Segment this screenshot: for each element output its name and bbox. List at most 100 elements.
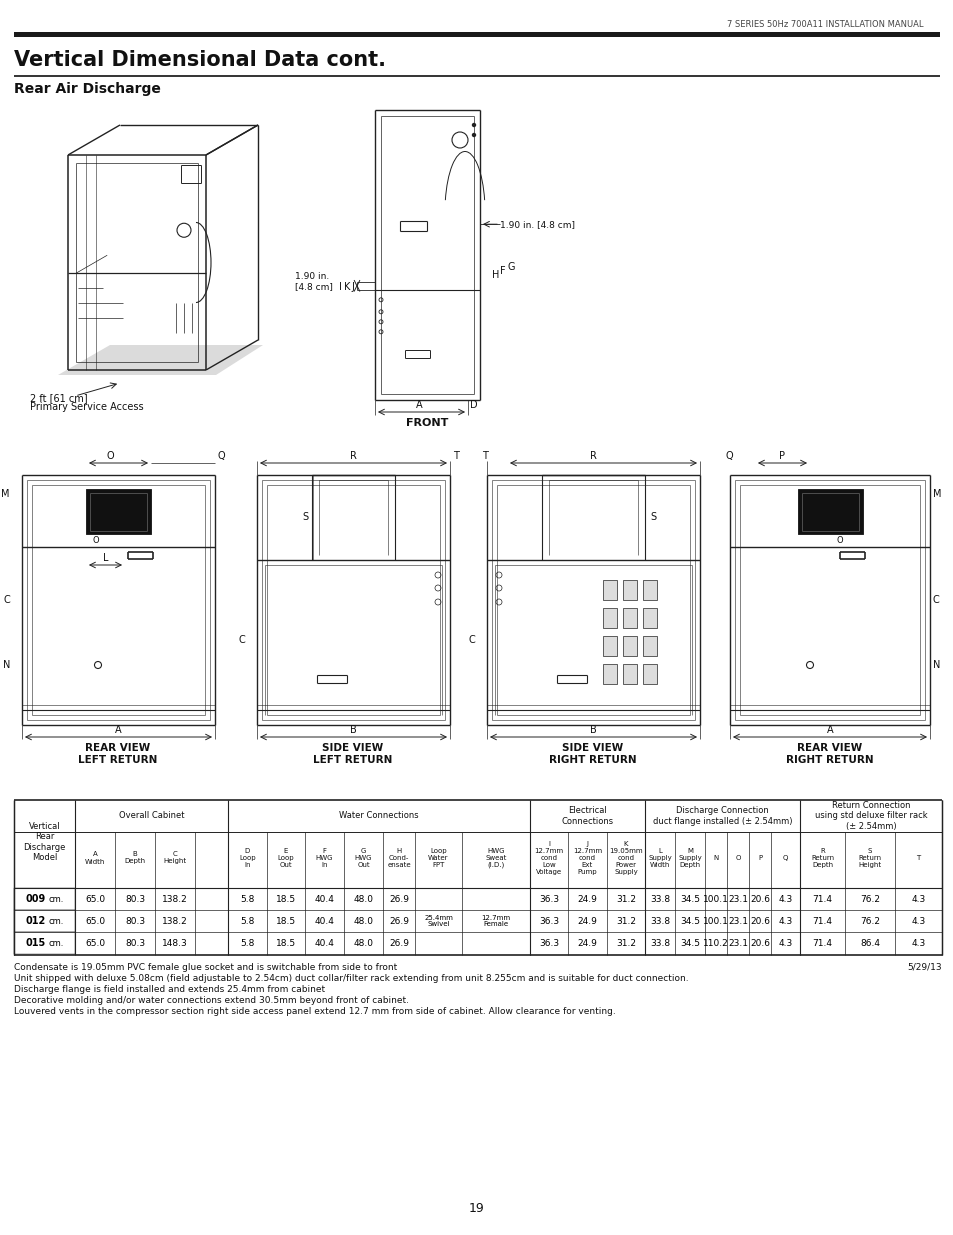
- Text: 65.0: 65.0: [85, 916, 105, 925]
- Text: Water Connections: Water Connections: [339, 811, 418, 820]
- Text: Decorative molding and/or water connections extend 30.5mm beyond front of cabine: Decorative molding and/or water connecti…: [14, 995, 409, 1005]
- Bar: [797, 489, 862, 534]
- Text: HWG
Sweat
(I.D.): HWG Sweat (I.D.): [485, 847, 506, 868]
- Text: R
Return
Depth: R Return Depth: [810, 848, 833, 868]
- Text: I: I: [338, 282, 341, 291]
- Text: SIDE VIEW
RIGHT RETURN: SIDE VIEW RIGHT RETURN: [549, 743, 637, 764]
- Text: S
Return
Height: S Return Height: [858, 848, 881, 868]
- Text: 34.5: 34.5: [679, 939, 700, 947]
- Bar: [622, 636, 637, 656]
- Text: 5/29/13: 5/29/13: [906, 963, 941, 972]
- Text: cm.: cm.: [49, 916, 64, 925]
- Text: Vertical Dimensional Data cont.: Vertical Dimensional Data cont.: [14, 49, 386, 70]
- Text: B: B: [349, 725, 356, 735]
- Text: 36.3: 36.3: [538, 939, 558, 947]
- Text: 76.2: 76.2: [859, 894, 879, 904]
- Bar: [602, 580, 617, 600]
- Text: 65.0: 65.0: [85, 939, 105, 947]
- Text: Rear Air Discharge: Rear Air Discharge: [14, 82, 161, 96]
- Text: M
Supply
Depth: M Supply Depth: [678, 848, 701, 868]
- Text: L
Supply
Width: L Supply Width: [647, 848, 671, 868]
- Text: 48.0: 48.0: [354, 916, 374, 925]
- Text: C
Height: C Height: [163, 851, 187, 864]
- Text: 65.0: 65.0: [85, 894, 105, 904]
- Text: 33.8: 33.8: [649, 939, 669, 947]
- Text: 100.1: 100.1: [702, 916, 728, 925]
- Text: 20.6: 20.6: [749, 916, 769, 925]
- Text: 36.3: 36.3: [538, 894, 558, 904]
- Text: N: N: [932, 659, 940, 671]
- Text: 24.9: 24.9: [577, 939, 597, 947]
- Text: B: B: [589, 725, 596, 735]
- Text: 012: 012: [26, 916, 46, 926]
- Text: REAR VIEW
RIGHT RETURN: REAR VIEW RIGHT RETURN: [785, 743, 873, 764]
- Text: Q: Q: [725, 451, 733, 461]
- Text: G
HWG
Out: G HWG Out: [355, 848, 372, 868]
- Text: G: G: [507, 262, 515, 272]
- Text: D: D: [470, 400, 477, 410]
- Bar: [14, 888, 75, 910]
- Text: Discharge Connection
duct flange installed (± 2.54mm): Discharge Connection duct flange install…: [652, 806, 791, 826]
- Text: O: O: [836, 536, 842, 545]
- Text: cm.: cm.: [49, 894, 64, 904]
- Text: T: T: [453, 451, 458, 461]
- Polygon shape: [58, 345, 263, 375]
- Text: 40.4: 40.4: [314, 939, 335, 947]
- Text: 4.3: 4.3: [778, 939, 792, 947]
- Text: T: T: [916, 855, 920, 861]
- Text: O: O: [735, 855, 740, 861]
- Text: 31.2: 31.2: [616, 894, 636, 904]
- Text: R: R: [589, 451, 596, 461]
- Text: 7 SERIES 50Hz 700A11 INSTALLATION MANUAL: 7 SERIES 50Hz 700A11 INSTALLATION MANUAL: [727, 20, 923, 28]
- Bar: [14, 932, 75, 953]
- Text: 33.8: 33.8: [649, 894, 669, 904]
- Text: 20.6: 20.6: [749, 894, 769, 904]
- Text: B
Depth: B Depth: [124, 851, 146, 864]
- Bar: [602, 608, 617, 629]
- Text: J: J: [352, 282, 355, 291]
- Text: A: A: [416, 400, 422, 410]
- Text: 23.1: 23.1: [727, 916, 747, 925]
- Text: Electrical
Connections: Electrical Connections: [561, 806, 613, 826]
- Text: C: C: [932, 595, 939, 605]
- Text: C: C: [238, 635, 245, 645]
- Text: H
Cond-
ensate: H Cond- ensate: [387, 848, 411, 868]
- Text: 148.3: 148.3: [162, 939, 188, 947]
- Text: Primary Service Access: Primary Service Access: [30, 403, 144, 412]
- Text: 4.3: 4.3: [910, 916, 924, 925]
- Text: 5.8: 5.8: [240, 939, 254, 947]
- Text: 5.8: 5.8: [240, 894, 254, 904]
- Text: 26.9: 26.9: [389, 939, 409, 947]
- Text: Discharge flange is field installed and extends 25.4mm from cabinet: Discharge flange is field installed and …: [14, 986, 325, 994]
- Text: L: L: [103, 553, 108, 563]
- Text: 86.4: 86.4: [859, 939, 879, 947]
- Text: J
12.7mm
cond
Ext
Pump: J 12.7mm cond Ext Pump: [573, 841, 601, 876]
- Text: S: S: [302, 513, 309, 522]
- Text: 2 ft [61 cm]: 2 ft [61 cm]: [30, 393, 88, 403]
- Text: Q: Q: [782, 855, 787, 861]
- Text: D
Loop
In: D Loop In: [239, 848, 255, 868]
- Text: S: S: [649, 513, 656, 522]
- Text: 40.4: 40.4: [314, 894, 335, 904]
- Text: SIDE VIEW
LEFT RETURN: SIDE VIEW LEFT RETURN: [313, 743, 393, 764]
- Text: 1.90 in.
[4.8 cm]: 1.90 in. [4.8 cm]: [294, 272, 333, 291]
- Text: 80.3: 80.3: [125, 894, 145, 904]
- Text: 138.2: 138.2: [162, 894, 188, 904]
- Text: 26.9: 26.9: [389, 894, 409, 904]
- Bar: [14, 910, 75, 932]
- Bar: [622, 580, 637, 600]
- Text: 009: 009: [26, 894, 46, 904]
- Text: 31.2: 31.2: [616, 939, 636, 947]
- Text: H: H: [492, 269, 498, 279]
- Text: 4.3: 4.3: [778, 894, 792, 904]
- Text: A: A: [826, 725, 832, 735]
- Bar: [642, 608, 657, 629]
- Text: 80.3: 80.3: [125, 916, 145, 925]
- Text: 24.9: 24.9: [577, 916, 597, 925]
- Text: 48.0: 48.0: [354, 894, 374, 904]
- Text: 23.1: 23.1: [727, 894, 747, 904]
- Text: O: O: [92, 536, 99, 545]
- Text: O: O: [106, 451, 113, 461]
- Text: 18.5: 18.5: [275, 939, 295, 947]
- Bar: [642, 664, 657, 684]
